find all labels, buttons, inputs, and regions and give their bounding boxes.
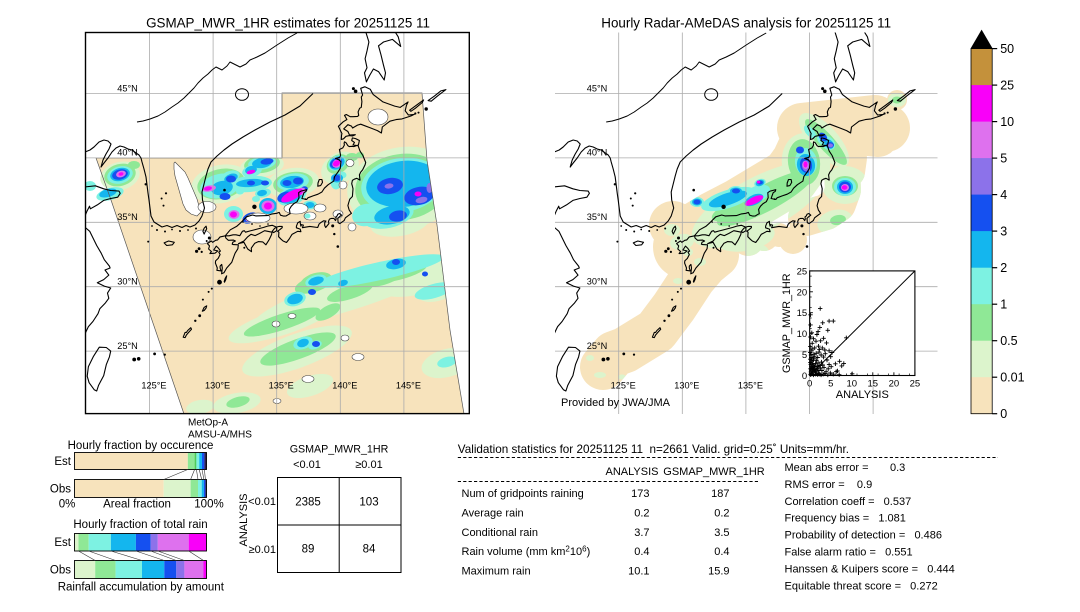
svg-text:Hanssen & Kuipers score = 0.: Hanssen & Kuipers score = 0.444 bbox=[785, 563, 955, 575]
svg-text:Equitable threat score = 0.2: Equitable threat score = 0.272 bbox=[785, 580, 938, 592]
svg-text:Conditional rain: Conditional rain bbox=[462, 527, 538, 539]
svg-text:25: 25 bbox=[797, 266, 808, 277]
svg-text:AMSU-A/MHS: AMSU-A/MHS bbox=[188, 430, 252, 441]
svg-text:Rain volume (mm km2106): Rain volume (mm km2106) bbox=[462, 545, 591, 559]
svg-text:0%: 0% bbox=[59, 499, 76, 511]
svg-text:0.5: 0.5 bbox=[1000, 334, 1017, 348]
svg-text:Num of gridpoints raining: Num of gridpoints raining bbox=[462, 488, 584, 500]
svg-text:20: 20 bbox=[797, 287, 808, 298]
svg-text:3.5: 3.5 bbox=[714, 527, 729, 539]
svg-text:45°N: 45°N bbox=[117, 83, 138, 93]
svg-text:40°N: 40°N bbox=[117, 148, 138, 158]
svg-text:2385: 2385 bbox=[295, 497, 321, 509]
svg-text:5: 5 bbox=[1000, 152, 1007, 166]
svg-text:20: 20 bbox=[889, 379, 900, 390]
svg-text:Probability of detection = 0: Probability of detection = 0.486 bbox=[785, 530, 942, 542]
svg-text:ANALYSIS: ANALYSIS bbox=[836, 389, 889, 401]
svg-text:10: 10 bbox=[846, 379, 857, 390]
svg-text:35°N: 35°N bbox=[117, 212, 138, 222]
svg-text:15.9: 15.9 bbox=[708, 566, 729, 578]
svg-text:≥0.01: ≥0.01 bbox=[249, 544, 276, 556]
svg-text:GSMAP_MWR_1HR: GSMAP_MWR_1HR bbox=[290, 444, 389, 456]
svg-text:1: 1 bbox=[1000, 298, 1007, 312]
svg-text:Hourly fraction of total rain: Hourly fraction of total rain bbox=[73, 519, 207, 531]
svg-text:Obs: Obs bbox=[50, 565, 71, 577]
svg-text:0: 0 bbox=[1000, 407, 1007, 421]
svg-text:2: 2 bbox=[1000, 261, 1007, 275]
svg-text:RMS error = 0.9: RMS error = 0.9 bbox=[785, 479, 873, 491]
svg-text:173: 173 bbox=[631, 488, 649, 500]
svg-text:Mean abs error = 0.3: Mean abs error = 0.3 bbox=[785, 462, 906, 474]
svg-text:<0.01: <0.01 bbox=[248, 496, 276, 508]
svg-text:187: 187 bbox=[711, 488, 729, 500]
svg-text:0.4: 0.4 bbox=[714, 546, 729, 558]
svg-text:GSMAP_MWR_1HR: GSMAP_MWR_1HR bbox=[663, 466, 765, 478]
svg-text:50: 50 bbox=[1000, 42, 1014, 56]
svg-text:MetOp-A: MetOp-A bbox=[188, 418, 228, 429]
svg-text:≥0.01: ≥0.01 bbox=[355, 459, 382, 471]
svg-text:103: 103 bbox=[359, 497, 378, 509]
svg-text:135°E: 135°E bbox=[269, 381, 294, 391]
svg-text:130°E: 130°E bbox=[674, 381, 699, 391]
svg-text:5: 5 bbox=[802, 350, 807, 361]
svg-text:Est: Est bbox=[54, 456, 71, 468]
svg-text:145°E: 145°E bbox=[396, 381, 421, 391]
svg-text:Hourly fraction by occurence: Hourly fraction by occurence bbox=[68, 440, 214, 452]
svg-text:25°N: 25°N bbox=[587, 341, 608, 351]
svg-text:Areal fraction: Areal fraction bbox=[103, 499, 171, 511]
svg-text:25: 25 bbox=[910, 379, 921, 390]
svg-text:25°N: 25°N bbox=[117, 341, 138, 351]
svg-text:100%: 100% bbox=[194, 499, 223, 511]
svg-text:15: 15 bbox=[797, 308, 808, 319]
svg-text:Frequency bias = 1.081: Frequency bias = 1.081 bbox=[785, 513, 906, 525]
svg-text:Est: Est bbox=[54, 537, 71, 549]
svg-text:10.1: 10.1 bbox=[628, 566, 649, 578]
svg-text:Maximum rain: Maximum rain bbox=[462, 566, 531, 578]
svg-text:0: 0 bbox=[807, 379, 812, 390]
svg-text:40°N: 40°N bbox=[587, 148, 608, 158]
svg-text:130°E: 130°E bbox=[205, 381, 230, 391]
svg-text:Validation statistics for 2025: Validation statistics for 20251125 11 n=… bbox=[458, 443, 849, 456]
svg-text:<0.01: <0.01 bbox=[293, 459, 321, 471]
svg-text:ANALYSIS: ANALYSIS bbox=[238, 494, 250, 547]
svg-text:4: 4 bbox=[1000, 188, 1007, 202]
svg-text:0: 0 bbox=[802, 371, 807, 382]
svg-text:25: 25 bbox=[1000, 79, 1014, 93]
svg-text:89: 89 bbox=[302, 544, 315, 556]
svg-text:84: 84 bbox=[363, 544, 376, 556]
svg-text:False alarm ratio = 0.551: False alarm ratio = 0.551 bbox=[785, 547, 913, 559]
svg-text:Average rain: Average rain bbox=[462, 507, 524, 519]
svg-text:45°N: 45°N bbox=[587, 83, 608, 93]
svg-text:3: 3 bbox=[1000, 225, 1007, 239]
svg-text:GSMAP_MWR_1HR: GSMAP_MWR_1HR bbox=[781, 273, 793, 373]
svg-text:ANALYSIS: ANALYSIS bbox=[606, 466, 659, 478]
svg-text:Provided by JWA/JMA: Provided by JWA/JMA bbox=[561, 397, 671, 409]
svg-text:10: 10 bbox=[797, 329, 808, 340]
svg-text:0.2: 0.2 bbox=[714, 507, 729, 519]
svg-text:140°E: 140°E bbox=[332, 381, 357, 391]
svg-text:Correlation coeff = 0.537: Correlation coeff = 0.537 bbox=[785, 496, 912, 508]
svg-text:0.01: 0.01 bbox=[1000, 371, 1024, 385]
svg-text:Rainfall accumulation by amoun: Rainfall accumulation by amount bbox=[58, 582, 225, 594]
svg-text:135°E: 135°E bbox=[738, 381, 763, 391]
svg-text:10: 10 bbox=[1000, 115, 1014, 129]
svg-text:0.2: 0.2 bbox=[634, 507, 649, 519]
svg-text:35°N: 35°N bbox=[587, 212, 608, 222]
svg-text:0.4: 0.4 bbox=[634, 546, 649, 558]
svg-text:Hourly Radar-AMeDAS analysis f: Hourly Radar-AMeDAS analysis for 2025112… bbox=[601, 16, 891, 31]
svg-text:30°N: 30°N bbox=[117, 277, 138, 287]
svg-text:15: 15 bbox=[868, 379, 879, 390]
svg-text:30°N: 30°N bbox=[587, 277, 608, 287]
svg-text:125°E: 125°E bbox=[141, 381, 166, 391]
svg-text:125°E: 125°E bbox=[611, 381, 636, 391]
svg-text:3.7: 3.7 bbox=[634, 527, 649, 539]
svg-text:5: 5 bbox=[828, 379, 833, 390]
svg-text:GSMAP_MWR_1HR estimates for 20: GSMAP_MWR_1HR estimates for 20251125 11 bbox=[146, 16, 430, 31]
svg-text:Obs: Obs bbox=[50, 484, 71, 496]
